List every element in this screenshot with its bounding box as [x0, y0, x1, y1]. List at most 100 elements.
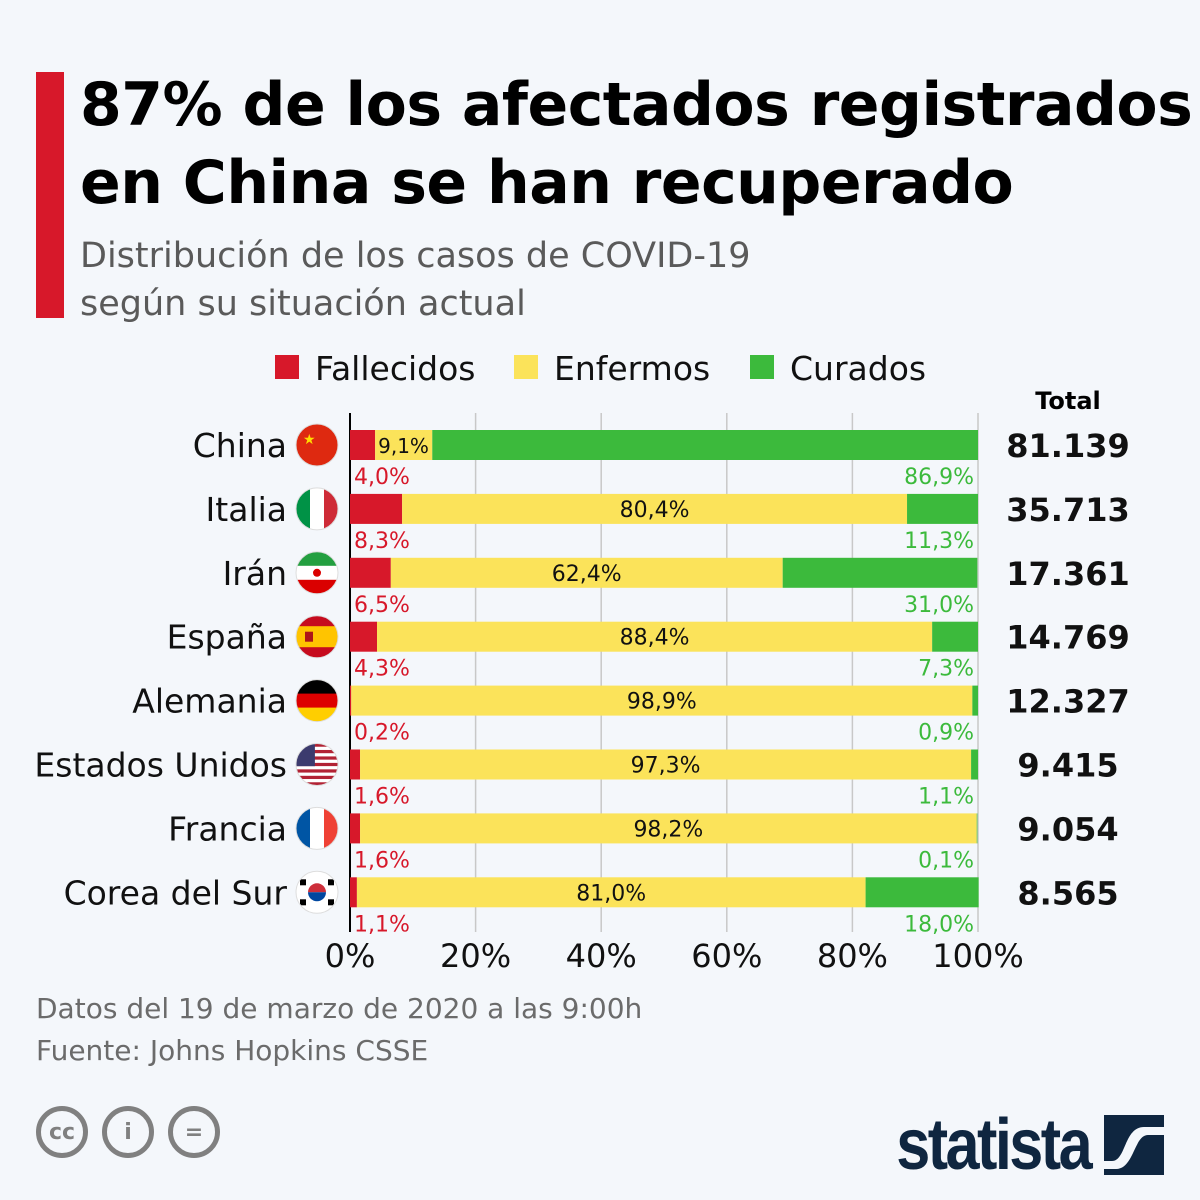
total-value: 8.565 [1017, 874, 1118, 912]
bar-segment-curados [865, 877, 979, 908]
france-flag-icon [296, 807, 338, 850]
country-label: China [193, 426, 287, 465]
country-label: España [167, 618, 287, 657]
bar-segment-curados [782, 557, 978, 588]
cc-icon: cc [36, 1106, 88, 1158]
data-label-curados: 31,0% [904, 593, 974, 618]
flag-border [295, 870, 339, 914]
title-line-1: 87% de los afectados registrados [80, 70, 1193, 140]
bar-segment-fallecidos [350, 749, 361, 780]
data-label-enfermos: 98,2% [633, 817, 703, 842]
accent-bar [36, 72, 64, 318]
flag-border [295, 679, 339, 723]
bar-segment-fallecidos [350, 685, 352, 716]
bar-segment-fallecidos [350, 813, 361, 844]
data-label-enfermos: 80,4% [620, 498, 690, 523]
bar-segment-enfermos [356, 877, 866, 908]
flag-border [295, 551, 339, 595]
italy-flag-icon [296, 487, 338, 530]
flag-border [295, 615, 339, 659]
chart-subtitle: Distribución de los casos de COVID-19 seg… [80, 232, 751, 328]
bar-segment-curados [976, 813, 978, 844]
data-label-enfermos: 9,1% [378, 434, 429, 458]
bar-segment-enfermos [377, 621, 933, 652]
x-tick-label: 40% [566, 937, 637, 975]
title-line-2: en China se han recuperado [80, 148, 1014, 218]
bar-segment-fallecidos [350, 557, 391, 588]
country-label: Estados Unidos [34, 746, 287, 785]
bar-segment-curados [972, 685, 978, 716]
source-note: Fuente: Johns Hopkins CSSE [36, 1034, 429, 1067]
date-note: Datos del 19 de marzo de 2020 a las 9:00… [36, 992, 643, 1025]
data-label-fallecidos: 4,3% [354, 657, 410, 682]
germany-flag-icon [296, 679, 338, 722]
legend-swatch-curados [750, 355, 774, 379]
flag-border [295, 423, 339, 467]
data-label-curados: 11,3% [904, 529, 974, 554]
usa-flag-icon [296, 743, 338, 786]
bar-segment-fallecidos [350, 430, 376, 460]
data-label-fallecidos: 8,3% [354, 529, 410, 554]
bar-segment-curados [907, 493, 978, 524]
brand-name: statista [896, 1105, 1092, 1185]
data-label-fallecidos: 1,1% [354, 912, 410, 937]
data-label-enfermos: 62,4% [552, 562, 622, 587]
bar-segment-enfermos [360, 749, 972, 780]
iran-flag-icon [296, 551, 338, 594]
china-flag-icon: ★ [296, 424, 338, 466]
bar-segment-enfermos [375, 430, 433, 460]
total-value: 17.361 [1006, 555, 1129, 593]
data-label-fallecidos: 6,5% [354, 593, 410, 618]
svg-text:★: ★ [303, 432, 316, 448]
total-value: 9.054 [1017, 810, 1118, 848]
flag-border [295, 806, 339, 850]
bar-segment-enfermos [390, 557, 783, 588]
data-label-curados: 0,9% [918, 721, 974, 746]
legend-label-fallecidos: Fallecidos [315, 349, 475, 388]
subtitle-line-2: según su situación actual [80, 284, 526, 324]
total-value: 35.713 [1006, 491, 1129, 529]
flag-border [295, 487, 339, 531]
bar-segment-enfermos [351, 685, 973, 716]
data-label-curados: 0,1% [918, 848, 974, 873]
data-label-curados: 7,3% [918, 657, 974, 682]
data-label-curados: 18,0% [904, 912, 974, 937]
spain-flag-icon [296, 615, 338, 658]
data-label-fallecidos: 1,6% [354, 785, 410, 810]
flag-border [295, 743, 339, 786]
x-tick-label: 60% [691, 937, 762, 975]
statista-logo: statista [862, 1104, 1164, 1186]
chart-title: 87% de los afectados registrados en China… [80, 66, 1193, 222]
data-label-enfermos: 88,4% [620, 626, 690, 651]
country-label: Corea del Sur [64, 873, 288, 912]
total-value: 81.139 [1006, 427, 1129, 465]
license-icons: cc i = [36, 1106, 220, 1158]
legend-swatch-fallecidos [275, 355, 299, 379]
legend-swatch-enfermos [514, 355, 538, 379]
total-value: 12.327 [1006, 683, 1129, 721]
stacked-bar-chart: Fallecidos Enfermos Curados Total 0% 20% 40% 60… [34, 349, 1129, 975]
data-label-enfermos: 97,3% [631, 754, 701, 779]
data-label-curados: 1,1% [918, 785, 974, 810]
bar-segment-curados [971, 749, 978, 780]
bar-segment-curados [432, 430, 978, 460]
totals-header: Total [1035, 387, 1101, 415]
total-value: 9.415 [1017, 747, 1118, 785]
bar-segment-curados [932, 621, 978, 652]
data-label-enfermos: 98,9% [627, 690, 697, 715]
bar-segment-fallecidos [350, 493, 403, 524]
data-label-fallecidos: 0,2% [354, 721, 410, 746]
x-tick-label: 0% [325, 937, 376, 975]
country-label: Italia [206, 490, 287, 529]
bar-segment-enfermos [402, 493, 908, 524]
south-korea-flag-icon [296, 871, 338, 914]
country-label: Alemania [132, 682, 287, 721]
statista-logo-icon [1104, 1115, 1164, 1175]
data-label-enfermos: 81,0% [576, 881, 646, 906]
data-label-curados: 86,9% [904, 465, 974, 490]
bar-segment-fallecidos [350, 877, 357, 908]
country-label: Irán [223, 554, 287, 593]
total-value: 14.769 [1006, 619, 1129, 657]
bar-segment-enfermos [360, 813, 977, 844]
data-label-fallecidos: 4,0% [354, 465, 410, 490]
